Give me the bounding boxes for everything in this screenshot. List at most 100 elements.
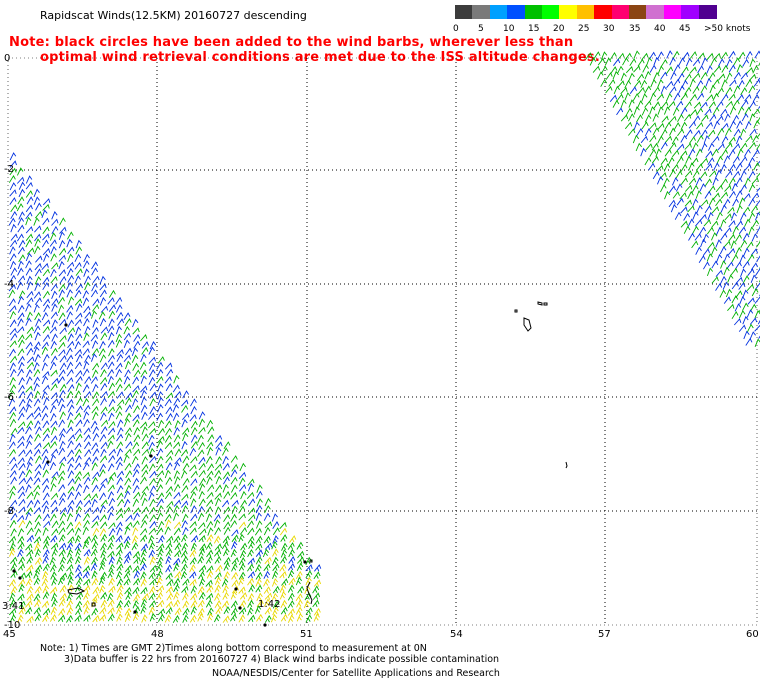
wind-barb — [728, 136, 736, 144]
wind-barb — [166, 535, 174, 543]
wind-barb — [680, 177, 688, 185]
wind-barb — [693, 115, 701, 124]
wind-barb — [98, 348, 106, 357]
wind-barb — [41, 577, 49, 587]
wind-barb — [633, 65, 641, 73]
wind-barb — [661, 101, 669, 109]
wind-barb — [713, 65, 722, 73]
wind-barb — [688, 136, 696, 144]
wind-barb — [207, 426, 215, 435]
wind-barb — [9, 614, 17, 623]
wind-barb — [43, 253, 50, 262]
lon-tick-label: 57 — [598, 629, 611, 640]
wind-barb — [172, 384, 180, 393]
wind-barb — [84, 275, 91, 284]
wind-barb — [752, 65, 759, 74]
wind-barb — [33, 484, 41, 493]
wind-barb — [720, 219, 727, 228]
wind-barb — [132, 600, 139, 609]
wind-barb — [256, 592, 263, 601]
wind-barb — [75, 600, 83, 609]
wind-barb — [238, 471, 247, 479]
wind-barb — [116, 448, 124, 457]
wind-barb — [272, 548, 279, 557]
wind-barb — [83, 411, 90, 420]
wind-barb — [132, 550, 141, 559]
wind-barb — [629, 58, 637, 67]
wind-barb — [140, 396, 147, 406]
wind-barb — [190, 606, 197, 615]
wind-barb — [263, 598, 271, 607]
wind-barb — [174, 571, 182, 579]
wind-barb — [633, 121, 640, 131]
legend-swatch — [594, 5, 613, 19]
wind-barb — [214, 526, 221, 536]
wind-barb — [720, 191, 729, 199]
wind-barb — [9, 485, 17, 494]
wind-barb — [732, 114, 739, 124]
wind-barb — [107, 476, 114, 485]
wind-barb — [75, 303, 83, 312]
wind-barb — [661, 115, 669, 123]
wind-barb — [756, 226, 760, 234]
wind-barb — [149, 585, 156, 595]
wind-barb — [679, 192, 687, 200]
wind-barb — [51, 210, 58, 220]
wind-barb — [16, 441, 25, 449]
wind-barb — [116, 433, 124, 442]
wind-barb — [92, 593, 100, 601]
wind-barb — [198, 591, 206, 600]
wind-barb — [696, 204, 703, 214]
wind-barb — [733, 85, 741, 94]
wind-barb — [116, 577, 124, 587]
wind-barb — [231, 571, 239, 580]
wind-barb — [231, 499, 239, 507]
wind-barb — [59, 456, 67, 464]
wind-barb — [58, 483, 66, 492]
wind-barb — [75, 382, 82, 392]
wind-barb — [735, 177, 743, 186]
wind-barb — [215, 497, 222, 507]
wind-barb — [82, 526, 89, 535]
wind-barb — [756, 143, 760, 150]
wind-barb — [715, 282, 723, 291]
wind-barb — [99, 528, 107, 537]
wind-barb — [58, 476, 65, 485]
wind-barb — [99, 317, 107, 327]
wind-barb — [687, 205, 695, 213]
wind-barb — [728, 177, 736, 186]
wind-barb — [123, 354, 131, 362]
wind-barb — [180, 570, 188, 580]
wind-barb — [149, 405, 157, 415]
wind-barb — [75, 268, 83, 276]
wind-barb — [238, 557, 246, 566]
wind-barb — [198, 498, 206, 507]
wind-barb — [230, 491, 238, 500]
wind-barb — [674, 211, 682, 220]
wind-barb — [675, 170, 683, 179]
wind-barb — [100, 369, 107, 378]
wind-barb — [733, 57, 741, 66]
wind-barb — [166, 578, 174, 587]
wind-barb — [666, 80, 674, 89]
wind-barb — [671, 149, 680, 158]
wind-barb — [59, 592, 67, 601]
wind-barb — [108, 304, 117, 312]
wind-barb — [140, 385, 148, 393]
wind-barb — [684, 142, 692, 150]
wind-barb — [132, 484, 140, 494]
wind-barb — [148, 421, 156, 429]
wind-barb — [100, 332, 108, 341]
wind-barb — [673, 92, 681, 101]
wind-barb — [100, 591, 108, 600]
wind-barb — [90, 334, 98, 342]
wind-barb — [16, 281, 24, 290]
wind-barb — [287, 563, 296, 571]
wind-barb — [612, 70, 619, 80]
wind-barb — [58, 433, 66, 442]
wind-barb — [190, 535, 199, 543]
wind-barb — [33, 188, 40, 198]
wind-barb — [725, 86, 733, 95]
wind-barb — [9, 160, 17, 168]
wind-barb — [748, 212, 756, 221]
